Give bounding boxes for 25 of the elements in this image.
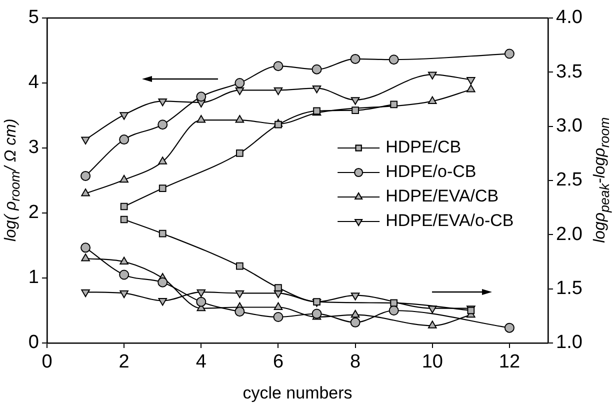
- y2-tick-label: 2.5: [556, 170, 582, 191]
- y2-tick-label: 3.0: [556, 116, 582, 137]
- x-tick-label: 0: [42, 352, 52, 373]
- y-tick-label: 2: [28, 202, 39, 224]
- legend-label: HDPE/EVA/o-CB: [386, 211, 514, 230]
- legend-label: HDPE/EVA/CB: [386, 186, 499, 206]
- x-tick-label: 4: [196, 352, 207, 373]
- y2-tick-label: 2.0: [556, 224, 582, 245]
- y-tick-label: 3: [28, 137, 39, 158]
- y2-tick-label: 1.0: [556, 332, 582, 354]
- legend-label: HDPE/CB: [386, 138, 462, 157]
- x-tick-label: 10: [422, 352, 443, 373]
- y-tick-label: 0: [28, 332, 39, 354]
- x-axis-title: cycle numbers: [242, 383, 352, 402]
- x-tick-label: 6: [272, 352, 284, 373]
- y-tick-label: 4: [28, 72, 40, 94]
- x-tick-label: 12: [498, 352, 520, 373]
- y2-tick-label: 3.5: [556, 61, 582, 82]
- y-tick-label: 1: [28, 267, 39, 288]
- x-tick-label: 2: [118, 352, 130, 373]
- y-tick-label: 5: [28, 7, 39, 28]
- y2-tick-label: 4.0: [556, 7, 582, 28]
- y2-tick-label: 1.5: [556, 278, 582, 300]
- legend-label: HDPE/o-CB: [386, 162, 476, 182]
- x-tick-label: 8: [350, 352, 361, 373]
